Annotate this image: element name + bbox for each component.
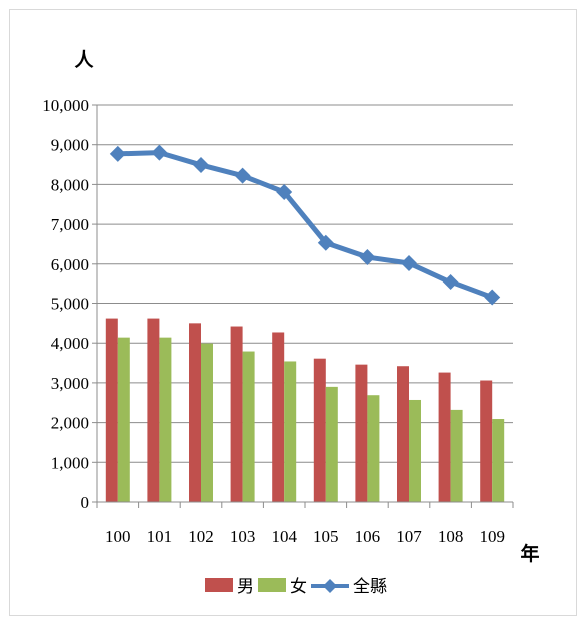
bar-male <box>105 318 118 502</box>
point-marker <box>442 274 459 291</box>
bar-female <box>367 395 380 502</box>
y-tick-label: 4,000 <box>51 334 89 353</box>
x-tick-label: 103 <box>230 527 256 546</box>
bar-female <box>201 343 213 502</box>
bar-male <box>147 318 160 502</box>
bar-female <box>325 386 338 502</box>
x-tick-label: 108 <box>438 527 464 546</box>
point-marker <box>401 255 417 272</box>
y-tick-label: 2,000 <box>51 414 89 433</box>
series-line <box>117 150 494 300</box>
bar-male <box>355 364 368 502</box>
bar-female <box>159 337 172 502</box>
chart-frame <box>9 9 577 616</box>
legend-total-label: 全縣 <box>353 577 387 597</box>
y-tick-labels: 0 1,000 2,000 3,000 4,000 5,000 6,000 7,000 8,00… <box>42 96 89 512</box>
x-tick-label: 100 <box>105 527 131 546</box>
bars <box>105 318 505 502</box>
point-marker <box>484 289 501 306</box>
y-tick-label: 7,000 <box>51 215 89 234</box>
point-marker <box>109 145 126 162</box>
bar-male <box>272 332 285 502</box>
legend-male-swatch <box>205 578 233 592</box>
bar-male <box>480 380 493 502</box>
legend-male-label: 男 <box>237 577 254 597</box>
y-tick-label: 9,000 <box>51 136 89 155</box>
x-tick-label: 107 <box>396 527 422 546</box>
axes <box>96 105 514 508</box>
bar-female <box>492 419 505 502</box>
point-marker <box>276 183 293 200</box>
point-marker <box>151 144 168 161</box>
y-tick-label: 10,000 <box>42 96 89 115</box>
point-marker <box>193 156 209 173</box>
y-tick-label: 5,000 <box>51 295 89 314</box>
x-tick-label: 105 <box>313 527 339 546</box>
x-tick-label: 109 <box>479 527 505 546</box>
point-marker <box>359 249 376 266</box>
bar-male <box>438 372 451 502</box>
y-tick-label: 3,000 <box>51 374 89 393</box>
y-tick-label: 1,000 <box>51 453 89 472</box>
bar-female <box>284 361 297 502</box>
bar-female <box>242 351 255 502</box>
point-marker <box>317 234 334 251</box>
x-tick-label: 104 <box>271 527 297 546</box>
line-series <box>109 144 501 306</box>
x-tick-label: 102 <box>188 527 214 546</box>
y-axis-label: 人 <box>74 49 94 71</box>
y-tick-label: 0 <box>81 493 90 512</box>
y-tick-label: 6,000 <box>51 255 89 274</box>
bar-male <box>230 326 243 502</box>
bar-female <box>409 399 421 502</box>
y-tick-label: 8,000 <box>51 175 89 194</box>
point-marker <box>234 167 251 184</box>
legend-female-label: 女 <box>290 577 307 597</box>
bar-female <box>117 337 130 502</box>
bar-female <box>450 409 463 502</box>
bar-male <box>189 323 201 502</box>
x-tick-labels: 100 101 102 103 104 105 106 107 108 109 <box>105 527 505 546</box>
x-tick-label: 101 <box>147 527 173 546</box>
legend-total-marker <box>323 579 337 593</box>
bar-male <box>313 358 326 502</box>
x-axis-label: 年 <box>520 542 539 565</box>
legend: 男 女 全縣 <box>205 577 387 597</box>
legend-female-swatch <box>258 578 286 592</box>
bar-male <box>397 366 409 502</box>
x-tick-label: 106 <box>355 527 381 546</box>
